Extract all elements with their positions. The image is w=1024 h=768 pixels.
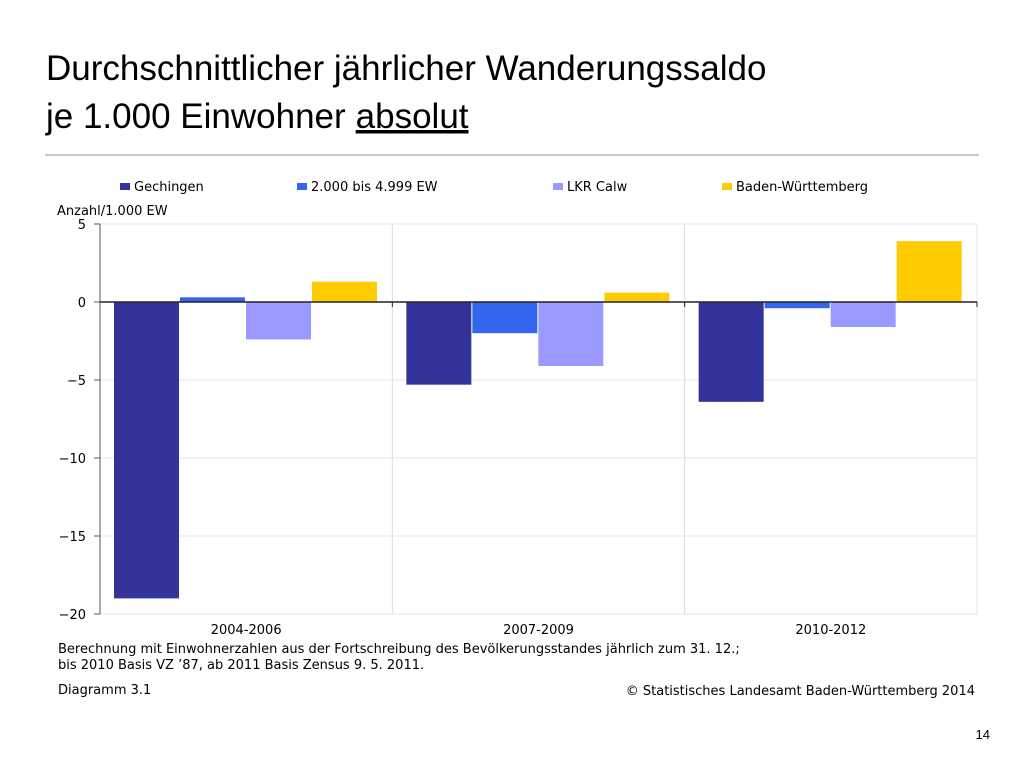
bar [538, 302, 604, 366]
diagram-label: Diagramm 3.1 [58, 683, 151, 698]
bar [472, 302, 538, 334]
x-tick-label: 2007-2009 [503, 623, 574, 638]
bar [896, 241, 962, 302]
legend-label: LKR Calw [567, 180, 628, 195]
bar [830, 302, 896, 327]
y-tick-label: −10 [59, 452, 86, 467]
legend-label: Gechingen [134, 180, 204, 195]
legend-swatch [120, 183, 130, 190]
note: bis 2010 Basis VZ ’87, ab 2011 Basis Zen… [58, 658, 424, 673]
bar [406, 302, 472, 385]
y-axis-label: Anzahl/1.000 EW [57, 204, 168, 219]
bar [604, 292, 670, 302]
title-emphasis: absolut [356, 97, 469, 136]
bar [698, 302, 764, 402]
legend-swatch [297, 183, 307, 190]
source: © Statistisches Landesamt Baden-Württemb… [626, 684, 975, 699]
y-tick-label: −20 [59, 608, 86, 623]
y-tick-label: −15 [59, 530, 86, 545]
bar [114, 302, 179, 599]
legend-swatch [722, 183, 732, 190]
bar [764, 302, 830, 309]
bar [180, 297, 245, 302]
slide-title: Durchschnittlicher jährlicher Wanderungs… [46, 49, 766, 88]
legend-label: Baden-Württemberg [736, 180, 868, 195]
slide-title-line2: je 1.000 Einwohner absolut [45, 97, 469, 136]
bar [312, 281, 377, 302]
legend-swatch [553, 183, 563, 190]
title-text: je 1.000 Einwohner [45, 97, 346, 136]
bar [246, 302, 311, 340]
legend-label: 2.000 bis 4.999 EW [311, 180, 438, 195]
y-tick-label: 0 [78, 296, 86, 311]
y-tick-label: −5 [67, 374, 86, 389]
x-tick-label: 2010-2012 [795, 623, 866, 638]
page-number: 14 [976, 727, 990, 742]
note: Berechnung mit Einwohnerzahlen aus der F… [58, 642, 740, 657]
x-tick-label: 2004-2006 [211, 623, 282, 638]
y-tick-label: 5 [78, 218, 86, 233]
plot-area [99, 223, 978, 615]
